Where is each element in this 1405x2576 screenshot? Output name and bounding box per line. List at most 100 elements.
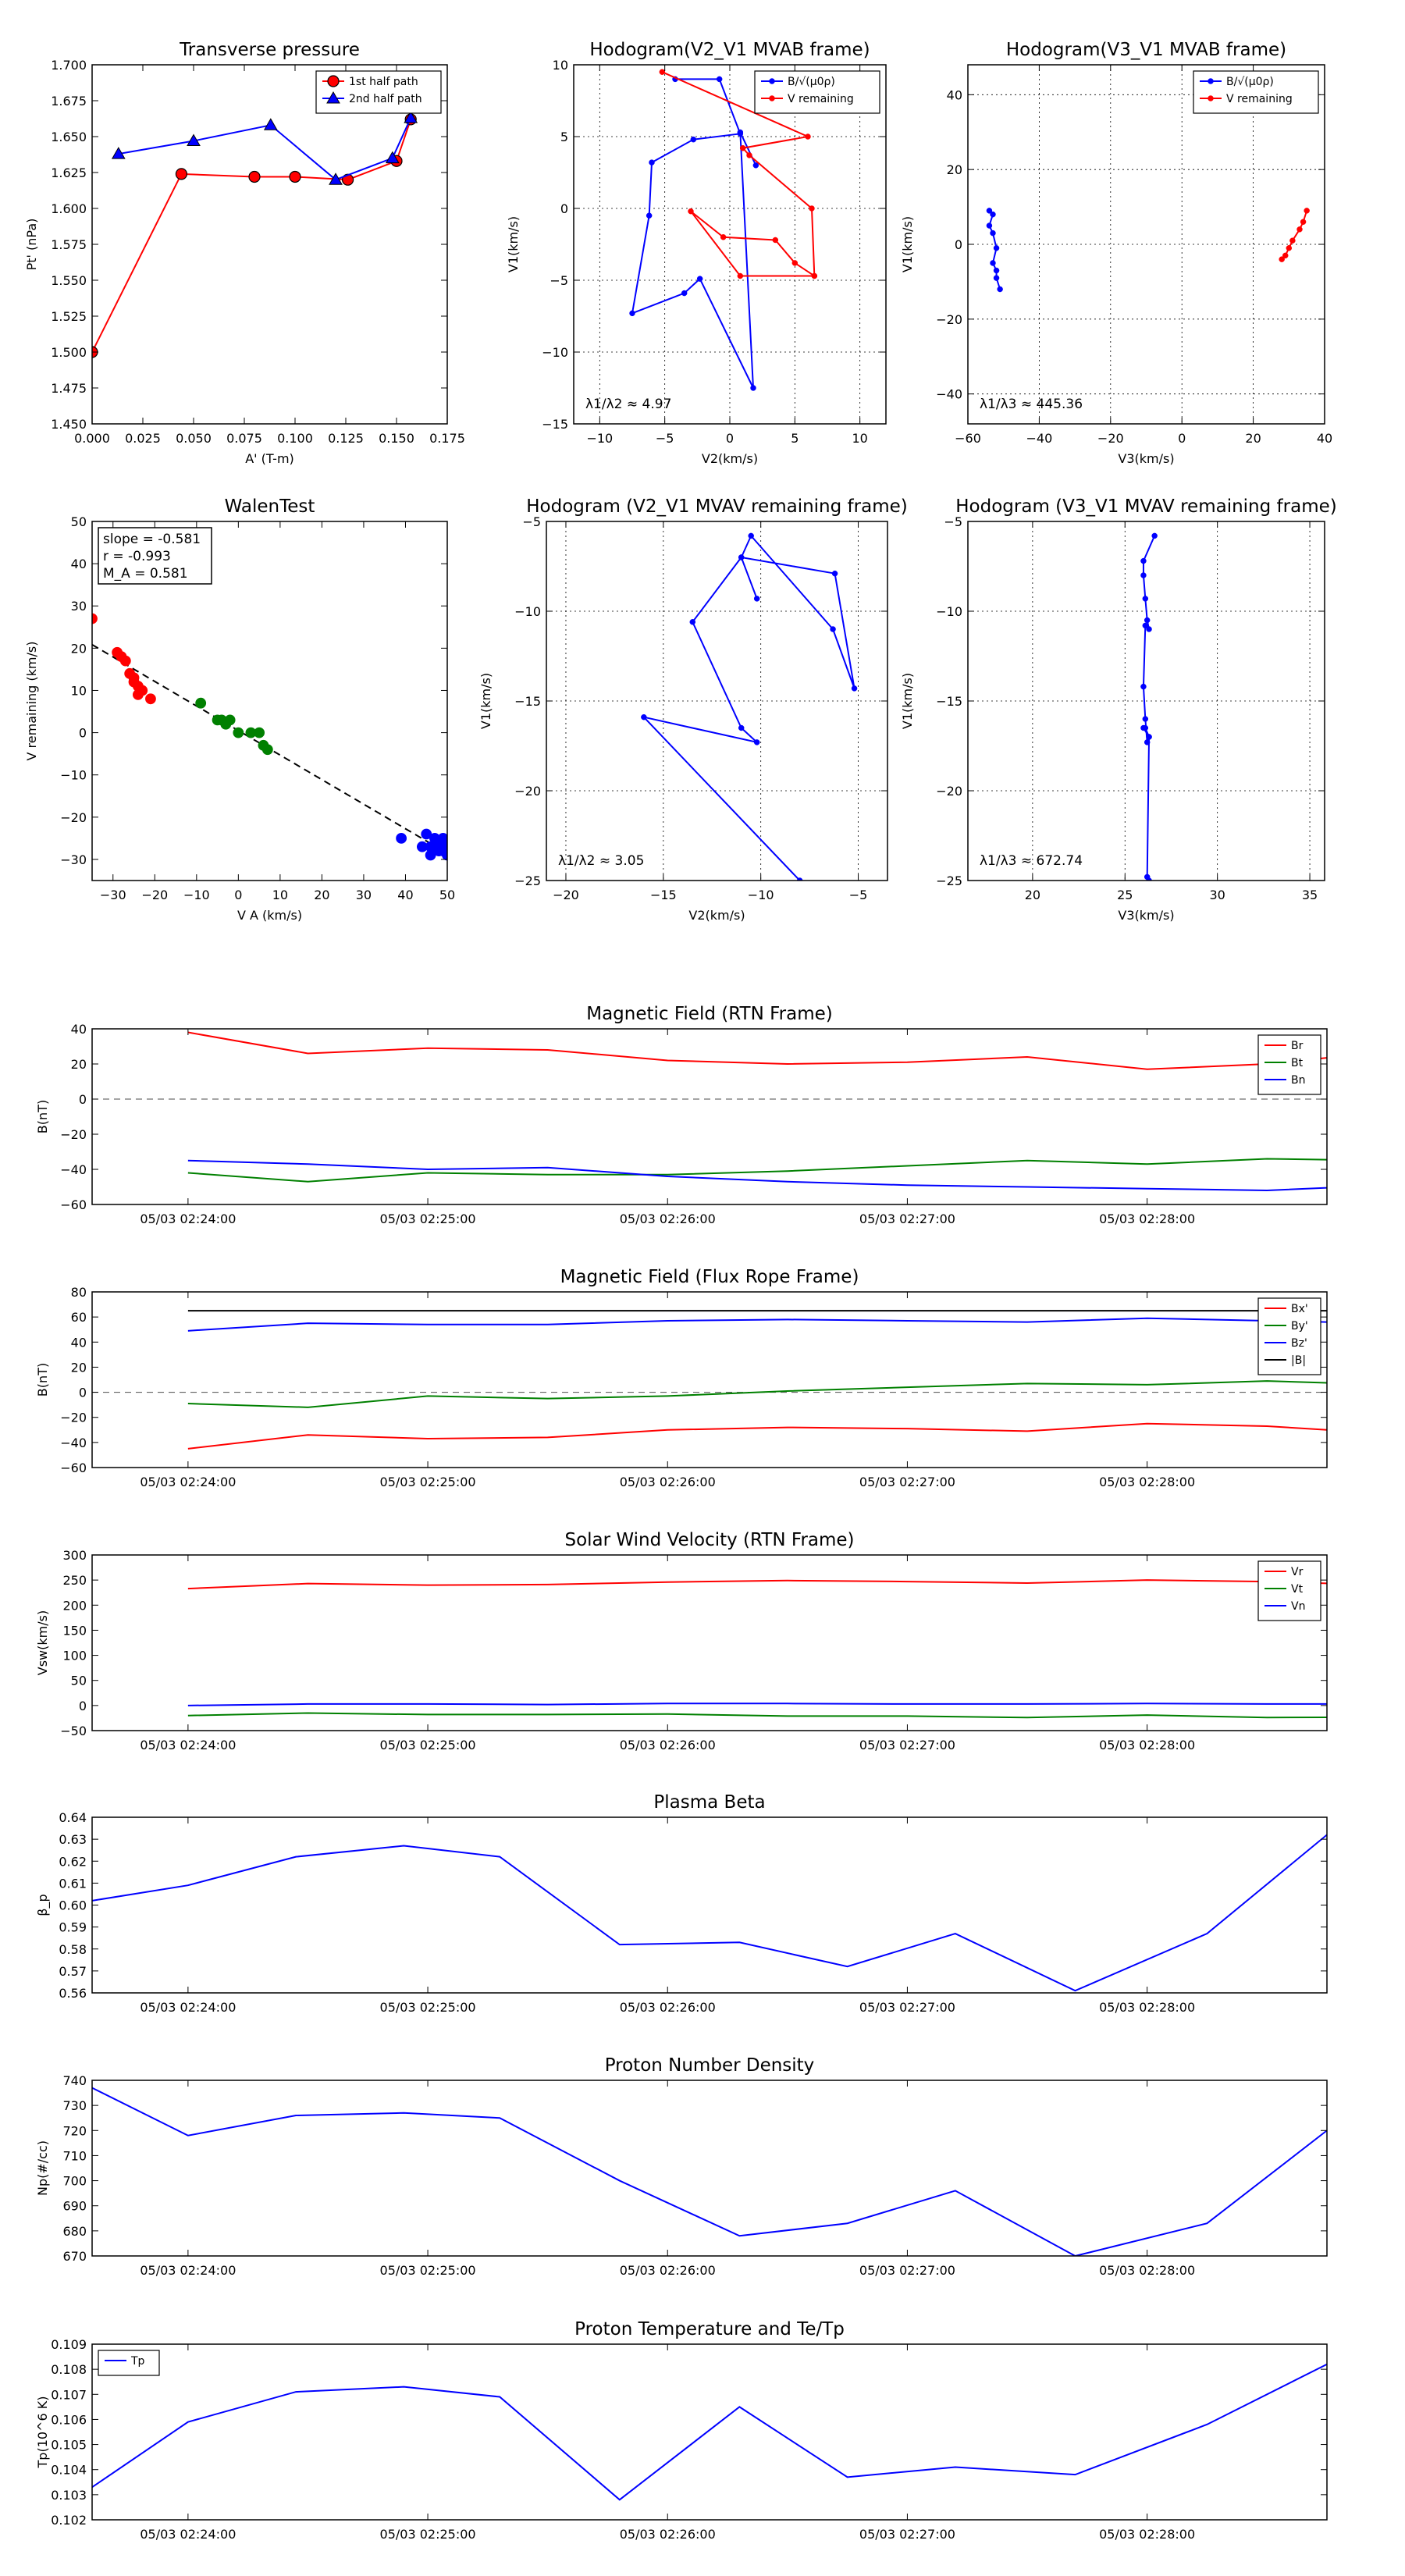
y-tick-label: 1.600 bbox=[51, 201, 87, 216]
x-tick-label: 05/03 02:27:00 bbox=[859, 1475, 955, 1489]
legend-label: B/√(μ0ρ) bbox=[1226, 76, 1274, 88]
y-tick-label: 0.106 bbox=[51, 2412, 87, 2427]
walen-point bbox=[145, 693, 156, 705]
series-point bbox=[1151, 532, 1158, 539]
walen-point bbox=[195, 697, 207, 709]
series-point bbox=[811, 272, 818, 279]
x-tick-label: 40 bbox=[1317, 431, 1332, 446]
chart-proton-number-density: 05/03 02:24:00 05/03 02:25:00 05/03 02:26:… bbox=[35, 2055, 1328, 2278]
x-axis-label: V A (km/s) bbox=[237, 908, 302, 923]
legend-box bbox=[1257, 1560, 1321, 1621]
x-tick-label: 05/03 02:26:00 bbox=[620, 2527, 716, 2542]
y-tick-label: −5 bbox=[550, 273, 568, 288]
y-tick-label: 720 bbox=[62, 2123, 87, 2138]
plot-area bbox=[629, 69, 818, 391]
plot-area bbox=[92, 2087, 1327, 2256]
plot-area bbox=[92, 111, 418, 358]
x-tick-label: 40 bbox=[397, 888, 413, 902]
walen-point bbox=[119, 655, 131, 667]
y-tick-label: 680 bbox=[62, 2224, 87, 2239]
y-tick-label: 150 bbox=[62, 1623, 87, 1638]
y-tick-label: 1.650 bbox=[51, 130, 87, 144]
series-point bbox=[1297, 226, 1303, 233]
walen-point bbox=[261, 744, 273, 756]
legend-label: Bx' bbox=[1291, 1303, 1308, 1315]
x-tick-label: 05/03 02:27:00 bbox=[859, 1212, 955, 1226]
chart-title: Solar Wind Velocity (RTN Frame) bbox=[564, 1530, 854, 1550]
series-point bbox=[1282, 252, 1289, 259]
x-tick-label: −5 bbox=[656, 431, 674, 446]
series-line-V remaining bbox=[1281, 210, 1308, 260]
chart-title: WalenTest bbox=[225, 496, 315, 517]
y-tick-label: −20 bbox=[60, 1411, 87, 1425]
legend-label: 1st half path bbox=[349, 76, 418, 88]
series-point bbox=[791, 260, 799, 266]
walen-point bbox=[128, 676, 140, 688]
series-point bbox=[993, 267, 1000, 274]
series-point bbox=[641, 713, 647, 720]
chart-title: Proton Temperature and Te/Tp bbox=[574, 2319, 845, 2339]
y-axis-label: β_p bbox=[35, 1894, 51, 1916]
walen-point bbox=[254, 727, 265, 738]
x-tick-label: 05/03 02:25:00 bbox=[380, 2527, 476, 2542]
x-tick-label: 20 bbox=[1245, 431, 1261, 446]
x-tick-label: 05/03 02:26:00 bbox=[620, 1738, 716, 1752]
legend-label: Bn bbox=[1291, 1074, 1305, 1087]
chart-title: Transverse pressure bbox=[179, 40, 360, 60]
series-line-By' bbox=[187, 1380, 1327, 1408]
legend-label: B/√(μ0ρ) bbox=[788, 76, 835, 88]
series-line-B/√(μ0ρ) bbox=[631, 78, 757, 389]
series-point bbox=[689, 619, 696, 625]
series-point bbox=[809, 205, 815, 212]
walen-point bbox=[396, 832, 407, 844]
stats-text: M_A = 0.581 bbox=[103, 566, 188, 582]
x-tick-label: 05/03 02:25:00 bbox=[380, 2000, 476, 2015]
x-tick-label: 0 bbox=[234, 888, 242, 902]
legend-label: Bz' bbox=[1291, 1337, 1307, 1350]
legend-marker bbox=[327, 75, 340, 87]
plot-frame bbox=[91, 1816, 1328, 1994]
series-point bbox=[1142, 596, 1149, 602]
x-tick-label: 05/03 02:24:00 bbox=[140, 1212, 236, 1226]
y-axis-label: V remaining (km/s) bbox=[24, 642, 39, 761]
y-tick-label: 20 bbox=[71, 1360, 87, 1375]
series-point bbox=[993, 245, 1000, 251]
y-tick-label: −5 bbox=[944, 514, 962, 529]
legend-box bbox=[754, 70, 880, 114]
series-point bbox=[737, 129, 744, 136]
chart-magnetic-field-rtn: 05/03 02:24:00 05/03 02:25:00 05/03 02:26:… bbox=[35, 1004, 1328, 1226]
x-tick-label: 05/03 02:28:00 bbox=[1099, 1212, 1195, 1226]
series-line-Vn bbox=[187, 1703, 1327, 1706]
x-axis-label: V2(km/s) bbox=[688, 908, 745, 923]
x-tick-label: 05/03 02:28:00 bbox=[1099, 1475, 1195, 1489]
y-tick-label: 300 bbox=[62, 1548, 87, 1563]
series-point bbox=[1142, 724, 1149, 731]
y-tick-label: 670 bbox=[62, 2249, 87, 2264]
series-point bbox=[752, 162, 759, 169]
plot-area bbox=[92, 2363, 1327, 2501]
y-tick-label: 0.56 bbox=[59, 1986, 87, 2001]
y-tick-label: −10 bbox=[542, 345, 568, 360]
series-point bbox=[753, 739, 760, 745]
y-tick-label: −20 bbox=[936, 784, 962, 799]
x-axis-label: V2(km/s) bbox=[702, 451, 758, 466]
y-tick-label: 0.60 bbox=[59, 1898, 87, 1913]
legend-box bbox=[1193, 70, 1319, 114]
x-tick-label: 0.075 bbox=[226, 431, 262, 446]
x-tick-label: 50 bbox=[439, 888, 455, 902]
y-tick-label: 0 bbox=[79, 1386, 87, 1400]
y-axis-label: V1(km/s) bbox=[478, 673, 493, 729]
series-line-Bx' bbox=[187, 1422, 1327, 1450]
legend-marker bbox=[326, 91, 340, 104]
series-line-V remaining bbox=[661, 71, 816, 278]
y-tick-label: 1.575 bbox=[51, 237, 87, 252]
legend-label: V remaining bbox=[1226, 93, 1293, 105]
series-point bbox=[646, 212, 653, 219]
series-line-Np bbox=[92, 2087, 1327, 2256]
y-tick-label: 250 bbox=[62, 1573, 87, 1588]
y-tick-label: −30 bbox=[60, 852, 87, 867]
series-point bbox=[1144, 617, 1151, 624]
y-tick-label: 0 bbox=[560, 201, 568, 216]
y-tick-label: 1.550 bbox=[51, 273, 87, 288]
series-point bbox=[748, 532, 754, 539]
